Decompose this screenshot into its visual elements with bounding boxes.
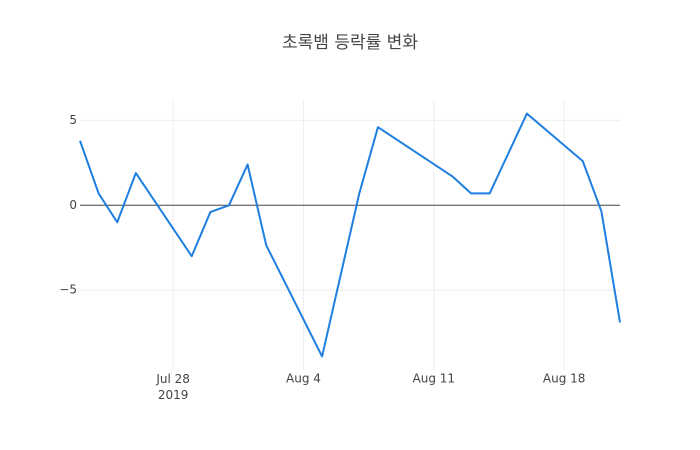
x-tick-label: Jul 28 2019: [155, 372, 190, 402]
data-line: [79, 112, 621, 358]
y-tick-label: 5: [69, 113, 77, 127]
x-tick-label: Aug 11: [413, 372, 456, 386]
x-tick-label: Aug 4: [286, 372, 321, 386]
y-tick-label: −5: [59, 283, 77, 297]
y-tick-label: 0: [69, 198, 77, 212]
chart-title: 초록뱀 등락률 변화: [282, 33, 418, 53]
x-tick-label: Aug 18: [543, 372, 586, 386]
